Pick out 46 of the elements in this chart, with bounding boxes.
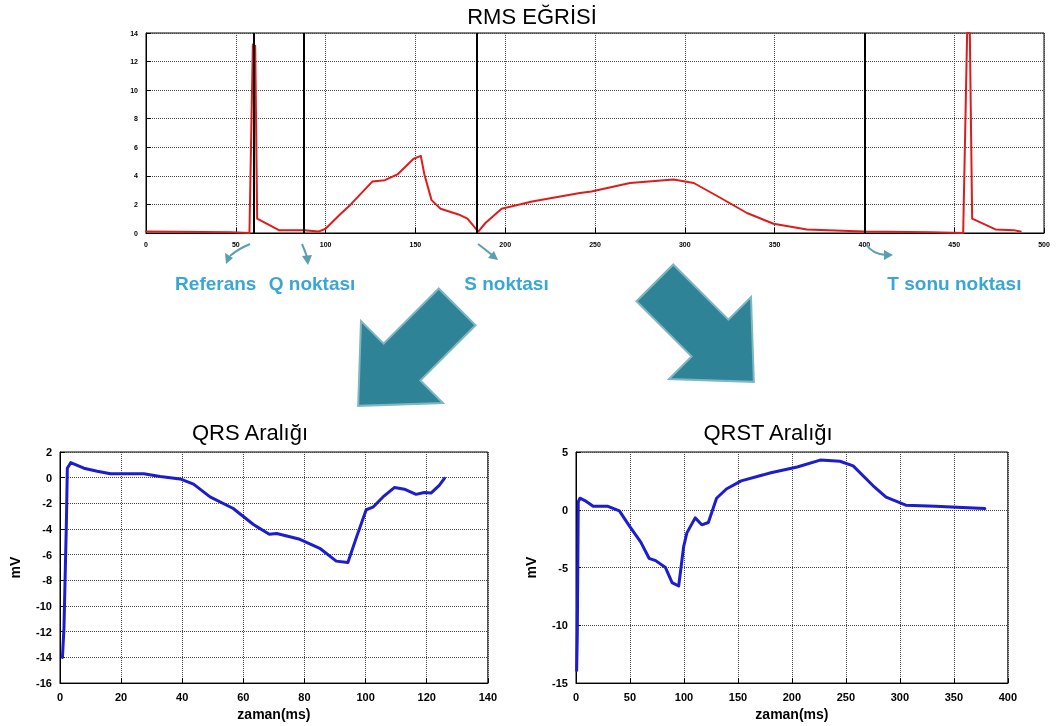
x-tick-label: 50 <box>623 690 637 703</box>
x-tick-label: 0 <box>572 690 580 703</box>
y-tick-label: -10 <box>552 619 568 632</box>
x-tick-label: 60 <box>237 690 250 703</box>
x-tick-label: 20 <box>114 690 128 703</box>
x-tick-label: 120 <box>417 690 436 703</box>
x-tick-label: 350 <box>944 690 964 703</box>
chart-title: QRST Aralığı <box>703 419 833 445</box>
x-axis-title: zaman(ms) <box>237 706 311 722</box>
x-tick-label: 40 <box>176 690 189 703</box>
line-series <box>575 458 987 672</box>
ref-line-label: T sonu noktası <box>887 273 1022 294</box>
ref-line-label: Referans <box>175 273 257 294</box>
line-series <box>60 461 446 659</box>
ref-line-label: Q noktası <box>268 273 356 294</box>
x-tick-label: 100 <box>674 690 694 703</box>
chart-title: RMS EĞRİSİ <box>467 3 597 29</box>
x-tick-label: 300 <box>890 690 910 703</box>
y-tick-label: -8 <box>42 574 52 587</box>
y-tick-label: -5 <box>558 561 568 574</box>
ref-line-label: S noktası <box>464 273 549 294</box>
y-tick-label: -12 <box>36 625 52 638</box>
y-tick-label: 0 <box>45 471 52 484</box>
line-series <box>145 32 1022 234</box>
y-tick-label: -4 <box>42 523 53 536</box>
x-tick-label: 140 <box>478 690 497 703</box>
x-tick-label: 0 <box>56 690 64 703</box>
x-tick-label: 80 <box>298 690 311 703</box>
chart-title: QRS Aralığı <box>191 419 309 445</box>
x-axis-title: zaman(ms) <box>755 706 829 722</box>
y-tick-label: -15 <box>552 677 568 690</box>
x-tick-label: 250 <box>836 690 856 703</box>
y-tick-label: 0 <box>561 503 568 516</box>
y-tick-label: -14 <box>36 651 53 664</box>
x-tick-label: 200 <box>782 690 802 703</box>
x-tick-label: 150 <box>728 690 748 703</box>
y-tick-label: 2 <box>45 446 52 458</box>
x-tick-label: 100 <box>356 690 375 703</box>
y-tick-label: -2 <box>42 497 52 510</box>
y-tick-label: -16 <box>36 677 52 690</box>
y-tick-label: -10 <box>36 600 52 613</box>
y-tick-label: -6 <box>42 548 52 561</box>
y-axis-title: mV <box>523 556 539 579</box>
x-tick-label: 400 <box>998 690 1017 703</box>
y-tick-label: 5 <box>561 446 568 458</box>
y-axis-title: mV <box>7 556 23 579</box>
